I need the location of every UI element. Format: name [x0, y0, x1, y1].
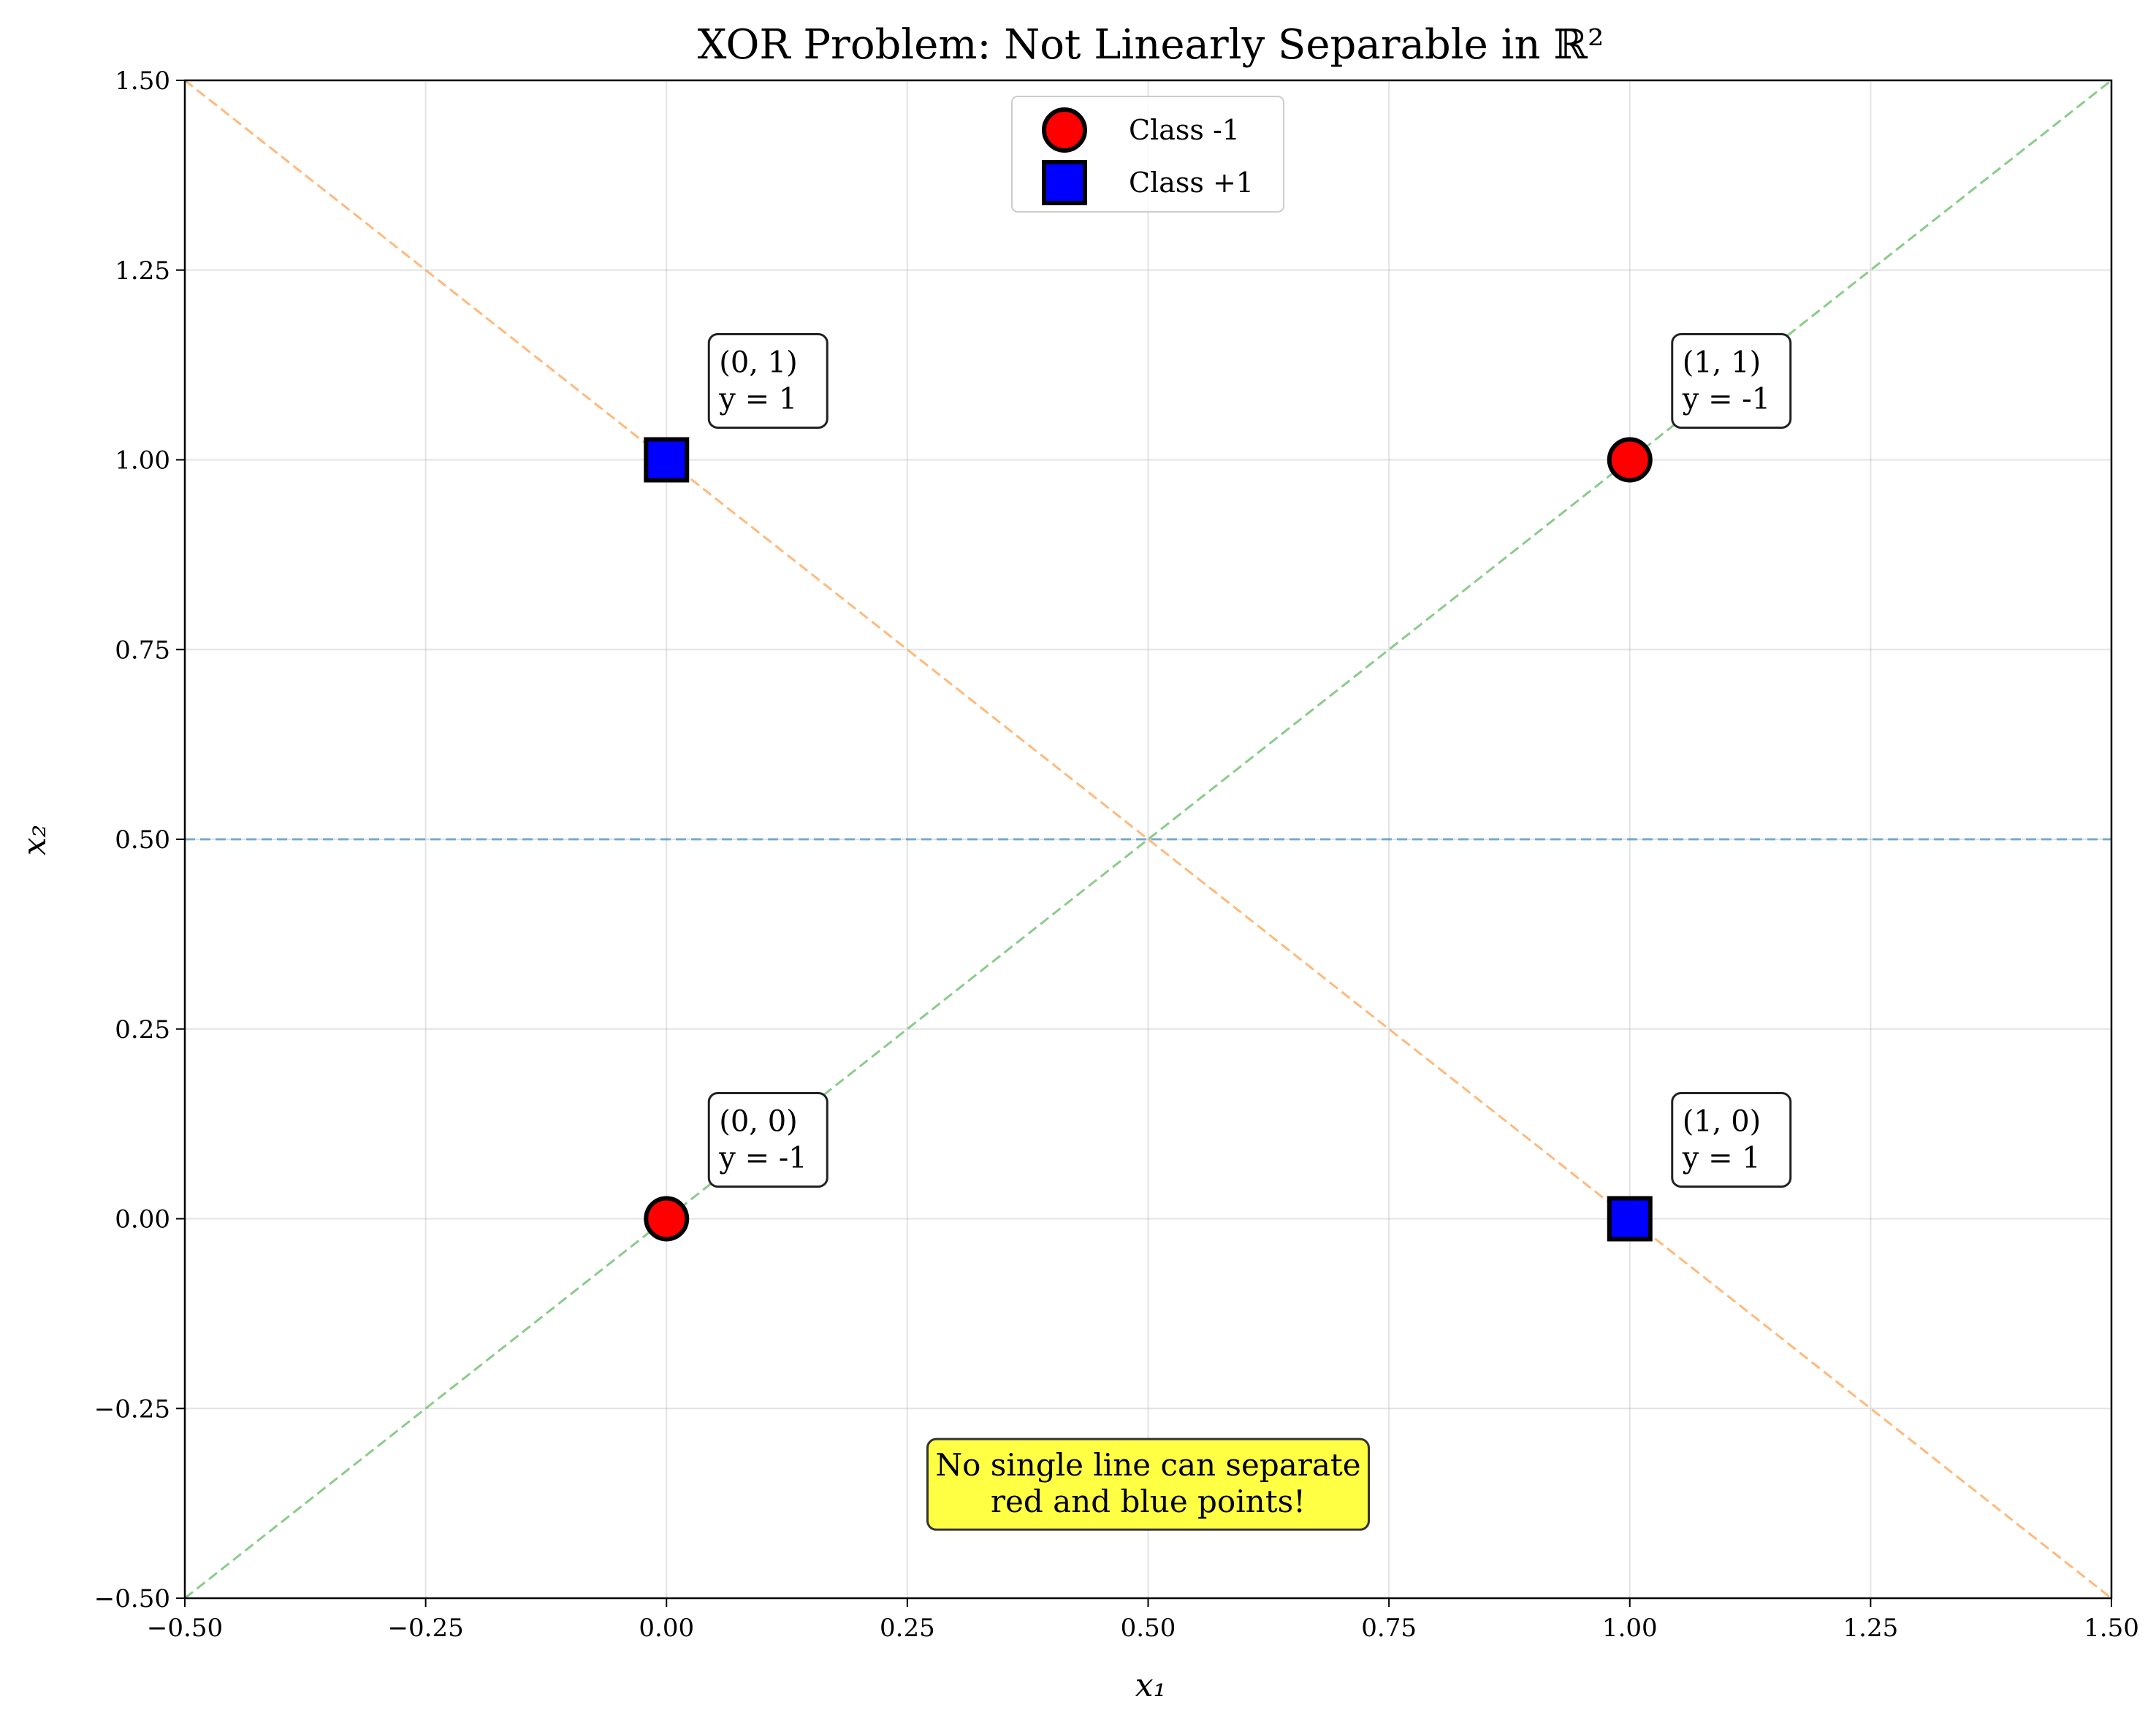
reference-line — [184, 79, 2112, 1600]
x-tick-label: 1.00 — [1602, 1614, 1658, 1643]
annotation-text: (0, 1) — [719, 346, 798, 380]
legend-marker-circle — [1042, 107, 1087, 153]
y-tick-label: −0.25 — [94, 1394, 170, 1424]
class-neg1-point — [1607, 437, 1653, 483]
legend: Class -1 Class +1 — [1011, 96, 1284, 213]
y-tick-label: 1.25 — [115, 256, 170, 286]
reference-lines — [184, 79, 2112, 1600]
y-tick-label: −0.50 — [94, 1584, 170, 1614]
legend-label: Class +1 — [1129, 167, 1254, 199]
x-tick-label: −0.25 — [388, 1614, 464, 1643]
annotation-text: y = -1 — [1682, 383, 1771, 416]
x-tick-label: 0.50 — [1121, 1614, 1176, 1643]
annotation-text: (1, 0) — [1683, 1105, 1761, 1139]
note-background — [926, 1438, 1370, 1531]
annotation-box — [707, 333, 829, 429]
x-tick-label: 0.25 — [880, 1614, 935, 1643]
annotation-box — [707, 1092, 829, 1188]
annotation-text: (1, 1) — [1683, 346, 1761, 380]
class-pos1-point — [644, 437, 690, 483]
y-tick-label: 1.50 — [115, 66, 170, 96]
x-tick-label: 1.25 — [1843, 1614, 1899, 1643]
chart-title: XOR Problem: Not Linearly Separable in ℝ… — [698, 21, 1604, 69]
axis-ticks: −0.50 −0.25 0.00 0.25 0.50 0.75 1.00 1.25 1.50 −0… — [94, 66, 2139, 1643]
x-axis-label: x₁ — [1135, 1667, 1166, 1704]
data-points — [644, 437, 1653, 1242]
annotation-text: y = -1 — [718, 1142, 807, 1175]
y-tick-label: 0.75 — [115, 635, 170, 665]
y-axis-label: x₂ — [16, 825, 53, 855]
y-tick-label: 0.25 — [115, 1015, 170, 1045]
note-text: No single line can separate — [935, 1447, 1360, 1483]
y-tick-label: 0.50 — [115, 825, 170, 855]
annotation-box — [1671, 1092, 1792, 1188]
x-tick-label: 1.50 — [2084, 1614, 2139, 1643]
x-tick-label: −0.50 — [147, 1614, 223, 1643]
annotation-text: (0, 0) — [719, 1105, 798, 1139]
point-annotations: (0, 0)y = -1(0, 1)y = 1(1, 0)y = 1(1, 1)… — [707, 333, 1792, 1188]
class-pos1-point — [1607, 1196, 1653, 1242]
legend-label: Class -1 — [1129, 114, 1240, 146]
x-tick-label: 0.75 — [1361, 1614, 1417, 1643]
legend-marker-square — [1042, 160, 1087, 205]
y-tick-label: 1.00 — [115, 446, 170, 476]
class-neg1-point — [644, 1196, 690, 1242]
x-tick-label: 0.00 — [639, 1614, 694, 1643]
reference-line — [184, 79, 2112, 1600]
y-tick-label: 0.00 — [115, 1205, 170, 1234]
annotation-box — [1671, 333, 1792, 429]
annotation-text: y = 1 — [1682, 1142, 1761, 1175]
note-text: red and blue points! — [991, 1484, 1306, 1519]
annotation-text: y = 1 — [718, 383, 797, 416]
